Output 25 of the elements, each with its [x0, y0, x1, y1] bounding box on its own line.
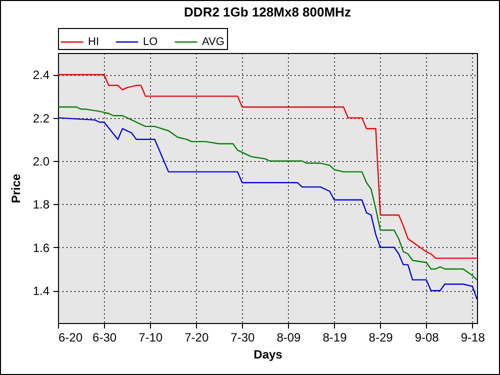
x-tick-label: 7-10 [138, 330, 163, 344]
x-tick-label: 8-09 [276, 330, 302, 344]
line-series [58, 106, 477, 280]
line-series [58, 74, 477, 259]
x-tick-label: 7-30 [230, 330, 256, 344]
y-tick-label: 2.0 [32, 154, 50, 168]
x-tick-label: 8-29 [368, 330, 394, 344]
x-tick-label: 6-30 [92, 330, 117, 344]
y-tick-label: 1.8 [32, 198, 50, 212]
x-axis-title: Days [254, 348, 283, 362]
legend-label: HI [88, 36, 99, 48]
y-tick-label: 1.4 [32, 284, 50, 298]
x-tick-label: 7-20 [184, 330, 209, 344]
x-tick-label: 8-19 [322, 330, 348, 344]
y-tick-label: 1.6 [32, 240, 50, 255]
x-tick-label: 9-08 [414, 330, 440, 344]
y-axis-title: Price [8, 174, 23, 204]
line-series [58, 117, 477, 300]
y-tick-label: 2.2 [32, 111, 50, 126]
legend-label: LO [143, 36, 158, 48]
y-tick-label: 2.4 [32, 68, 50, 82]
x-tick-label: 6-20 [58, 330, 83, 344]
chart-title: DDR2 1Gb 128Mx8 800MHz [184, 4, 352, 20]
x-tick-label: 9-18 [460, 330, 486, 344]
legend-label: AVG [202, 36, 224, 48]
